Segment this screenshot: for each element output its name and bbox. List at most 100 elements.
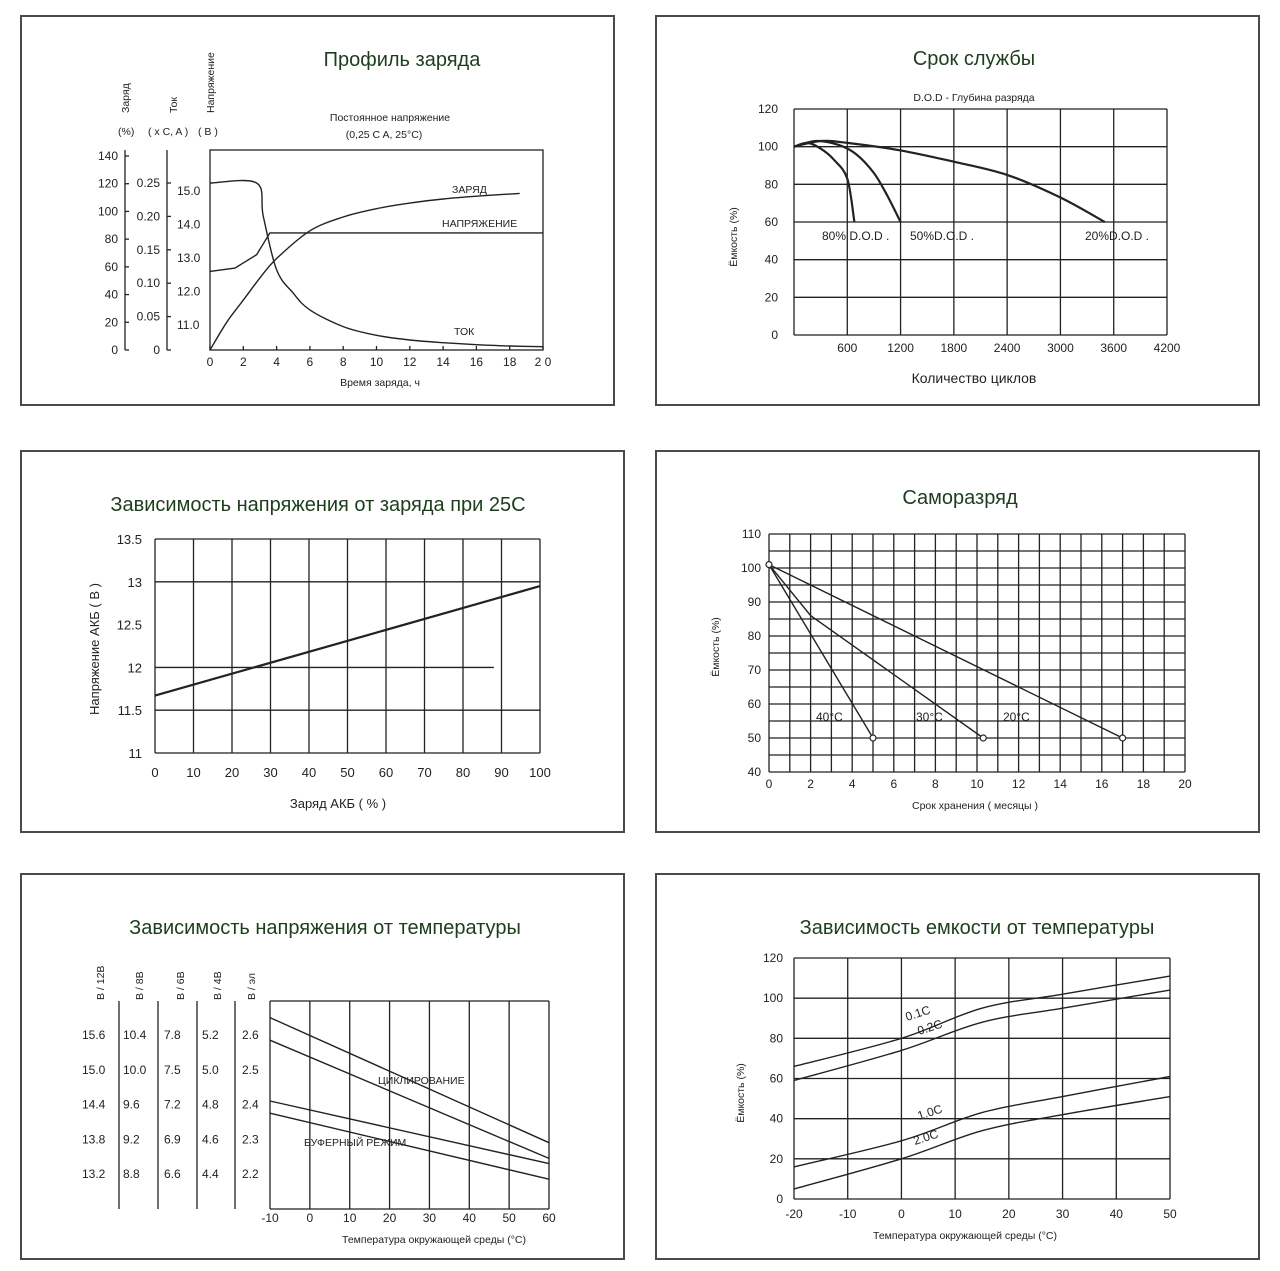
- chart-self-discharge: Саморазряд Ёмкость (%) Срок хранения ( м…: [710, 487, 1192, 812]
- chart-subtitle: D.O.D - Глубина разряда: [913, 92, 1034, 104]
- axis-charge-title: Заряд: [120, 83, 132, 113]
- chart-note-1: Постоянное напряжение: [330, 112, 450, 124]
- current-tick-label: 0.25: [137, 176, 161, 190]
- voltage-cell-tick-label: 2.4: [242, 1098, 259, 1112]
- y-tick-label: 20: [765, 290, 779, 304]
- y-tick-label: 110: [742, 527, 761, 541]
- chart-title: Зависимость напряжения от температуры: [129, 917, 521, 939]
- x-axis-label: Заряд АКБ ( % ): [290, 796, 386, 811]
- y-tick-label: 70: [748, 663, 762, 677]
- chart-service-life: Срок службы D.O.D - Глубина разряда Ёмко…: [728, 48, 1181, 386]
- series-label-40: 40°C: [816, 710, 843, 724]
- axis-charge-unit: (%): [118, 126, 134, 138]
- y-tick-label: 13.5: [117, 532, 142, 547]
- x-tick-label: -20: [785, 1207, 803, 1221]
- x-tick-label: 12: [403, 355, 417, 369]
- charge-tick-label: 80: [105, 232, 119, 246]
- series-line-30-c: [768, 564, 984, 739]
- charge-tick-label: 60: [105, 260, 119, 274]
- series-label-1.0c: 1.0C: [916, 1102, 945, 1123]
- column-header-12v: B / 12B: [95, 966, 107, 1000]
- chart-title: Профиль заряда: [324, 49, 482, 71]
- chart-title: Зависимость напряжения от заряда при 25С: [110, 494, 525, 516]
- x-tick-label: 2: [240, 355, 247, 369]
- panel-capacity-vs-temperature: Зависимость емкости от температуры Ёмкос…: [655, 873, 1260, 1260]
- x-tick-label: 8: [340, 355, 347, 369]
- voltage-4v-tick-label: 4.8: [202, 1098, 219, 1112]
- voltage-tick-label: 15.0: [177, 184, 201, 198]
- x-tick-label: 2 0: [535, 355, 552, 369]
- series-label-50: 50%D.O.D .: [910, 229, 974, 243]
- charge-tick-label: 120: [98, 177, 118, 191]
- chart-voltage-vs-charge: Зависимость напряжения от заряда при 25С…: [87, 494, 551, 811]
- series-end-marker-20-c: [1119, 734, 1127, 742]
- series-line-0-2c: [793, 989, 1171, 1082]
- current-tick-label: 0.15: [137, 243, 161, 257]
- voltage-4v-tick-label: 4.4: [202, 1167, 219, 1181]
- x-tick-label: 1200: [887, 341, 914, 355]
- y-axis-label: Ёмкость (%): [710, 617, 722, 677]
- series-label-cycle: ЦИКЛИРОВАНИЕ: [378, 1075, 465, 1087]
- voltage-cell-tick-label: 2.6: [242, 1028, 259, 1042]
- voltage-8v-tick-label: 8.8: [123, 1167, 140, 1181]
- y-tick-label: 80: [765, 177, 779, 191]
- x-axis-label: Количество циклов: [912, 370, 1037, 386]
- current-tick-label: 0.05: [137, 310, 161, 324]
- x-tick-label: 4200: [1154, 341, 1181, 355]
- voltage-cell-tick-label: 2.2: [242, 1167, 259, 1181]
- x-tick-label: 18: [1137, 777, 1151, 791]
- column-header-8v: B / 8B: [134, 971, 146, 1000]
- series-line-циклирование: [269, 1016, 550, 1144]
- chart-title: Саморазряд: [902, 487, 1018, 509]
- series-line-80-d-o-d: [793, 141, 856, 223]
- x-tick-label: 4: [849, 777, 856, 791]
- column-header-cell: B / эл: [246, 973, 258, 1000]
- y-tick-label: 12: [128, 660, 142, 675]
- voltage-tick-label: 13.0: [177, 251, 201, 265]
- series-line-2-0c: [793, 1095, 1171, 1190]
- x-axis-label: Температура окружающей среды (°C): [873, 1230, 1057, 1242]
- series-label-current: ТОК: [454, 326, 475, 338]
- x-tick-label: 30: [263, 765, 277, 780]
- x-tick-label: 600: [837, 341, 857, 355]
- y-tick-label: 100: [741, 561, 761, 575]
- series-line-1-0c: [793, 1075, 1171, 1168]
- axis-current-title: Ток: [168, 97, 180, 113]
- x-tick-label: 0: [766, 777, 773, 791]
- x-tick-label: 60: [542, 1211, 556, 1225]
- voltage-cell-tick-label: 2.5: [242, 1063, 259, 1077]
- charge-tick-label: 40: [105, 288, 119, 302]
- voltage-tick-label: 14.0: [177, 218, 201, 232]
- current-tick-label: 0.10: [137, 276, 161, 290]
- chart-note-2: (0,25 C A, 25°C): [346, 129, 423, 141]
- y-tick-label: 40: [770, 1112, 784, 1126]
- series-start-marker: [765, 560, 773, 569]
- x-tick-label: 18: [503, 355, 517, 369]
- voltage-cell-tick-label: 2.3: [242, 1132, 259, 1146]
- x-tick-label: 1800: [941, 341, 968, 355]
- y-tick-label: 120: [758, 102, 778, 116]
- series-line-40-c: [768, 564, 874, 739]
- x-tick-label: 3000: [1047, 341, 1074, 355]
- series-line-current: [209, 179, 544, 348]
- series-label-charge: ЗАРЯД: [452, 184, 487, 196]
- x-tick-label: 50: [1163, 1207, 1177, 1221]
- x-tick-label: 6: [890, 777, 897, 791]
- x-tick-label: 20: [225, 765, 239, 780]
- x-tick-label: 4: [273, 355, 280, 369]
- x-axis-label: Время заряда, ч: [340, 377, 420, 389]
- x-tick-label: 2400: [994, 341, 1021, 355]
- y-tick-label: 13: [128, 575, 142, 590]
- y-tick-label: 100: [763, 991, 783, 1005]
- x-tick-label: 50: [340, 765, 354, 780]
- series-line-charge: [209, 192, 520, 351]
- x-tick-label: 16: [1095, 777, 1109, 791]
- y-tick-label: 40: [765, 253, 779, 267]
- series-label-30: 30°C: [916, 710, 943, 724]
- voltage-4v-tick-label: 4.6: [202, 1132, 219, 1146]
- voltage-6v-tick-label: 6.6: [164, 1167, 181, 1181]
- x-tick-label: 30: [1056, 1207, 1070, 1221]
- axis-voltage-title: Напряжение: [205, 52, 217, 113]
- y-tick-label: 40: [748, 765, 762, 779]
- axis-current-unit: ( x C, A ): [148, 126, 188, 138]
